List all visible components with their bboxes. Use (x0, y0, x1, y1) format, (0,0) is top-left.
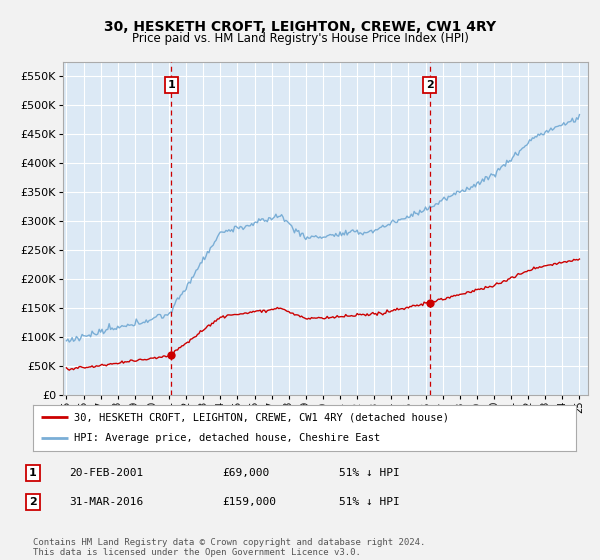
Text: 30, HESKETH CROFT, LEIGHTON, CREWE, CW1 4RY: 30, HESKETH CROFT, LEIGHTON, CREWE, CW1 … (104, 20, 496, 34)
Text: £159,000: £159,000 (222, 497, 276, 507)
Text: 30, HESKETH CROFT, LEIGHTON, CREWE, CW1 4RY (detached house): 30, HESKETH CROFT, LEIGHTON, CREWE, CW1 … (74, 412, 449, 422)
Text: 2: 2 (29, 497, 37, 507)
Text: Price paid vs. HM Land Registry's House Price Index (HPI): Price paid vs. HM Land Registry's House … (131, 32, 469, 45)
Text: 2: 2 (426, 80, 434, 90)
Text: 31-MAR-2016: 31-MAR-2016 (69, 497, 143, 507)
Text: HPI: Average price, detached house, Cheshire East: HPI: Average price, detached house, Ches… (74, 433, 380, 444)
Text: Contains HM Land Registry data © Crown copyright and database right 2024.
This d: Contains HM Land Registry data © Crown c… (33, 538, 425, 557)
Text: 51% ↓ HPI: 51% ↓ HPI (339, 468, 400, 478)
Text: 51% ↓ HPI: 51% ↓ HPI (339, 497, 400, 507)
Text: £69,000: £69,000 (222, 468, 269, 478)
Text: 1: 1 (29, 468, 37, 478)
Text: 20-FEB-2001: 20-FEB-2001 (69, 468, 143, 478)
Text: 1: 1 (167, 80, 175, 90)
